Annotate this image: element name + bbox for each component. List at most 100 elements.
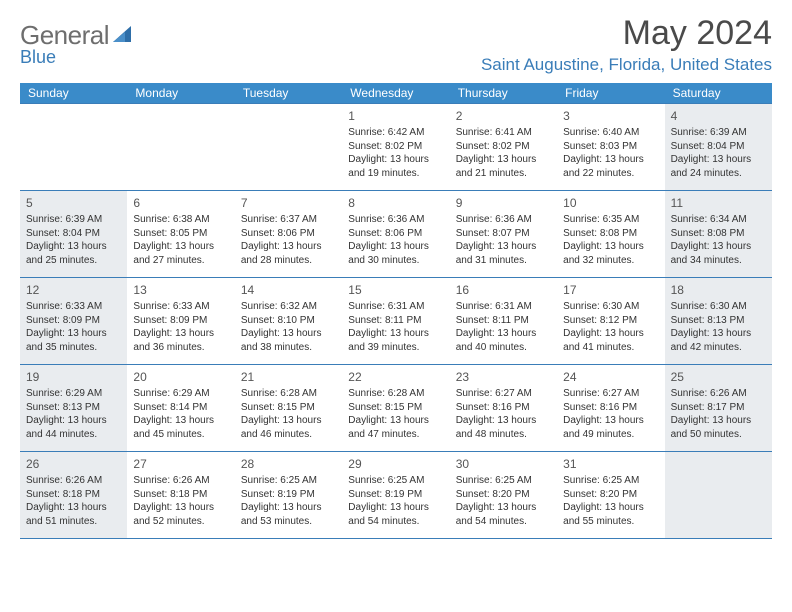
day-cell: 26Sunrise: 6:26 AMSunset: 8:18 PMDayligh…: [20, 452, 127, 538]
location-label: Saint Augustine, Florida, United States: [481, 55, 772, 75]
sunset-line: Sunset: 8:06 PM: [241, 227, 336, 241]
sunset-line: Sunset: 8:20 PM: [456, 488, 551, 502]
day-cell: [235, 104, 342, 190]
sunset-line: Sunset: 8:19 PM: [241, 488, 336, 502]
day-number: 17: [563, 282, 658, 298]
daylight-line: Daylight: 13 hours and 42 minutes.: [671, 327, 766, 354]
daylight-line: Daylight: 13 hours and 31 minutes.: [456, 240, 551, 267]
day-cell: 11Sunrise: 6:34 AMSunset: 8:08 PMDayligh…: [665, 191, 772, 277]
day-number: 9: [456, 195, 551, 211]
day-cell: 19 Sunrise: 6:29 AMSunset: 8:13 PMDayligh…: [20, 365, 127, 451]
daylight-line: Daylight: 13 hours and 52 minutes.: [133, 501, 228, 528]
sunset-line: Sunset: 8:20 PM: [563, 488, 658, 502]
sunrise-line: Sunrise: 6:31 AM: [456, 300, 551, 314]
week-row: 5Sunrise: 6:39 AMSunset: 8:04 PMDaylight…: [20, 191, 772, 278]
day-number: 8: [348, 195, 443, 211]
sunrise-line: Sunrise: 6:34 AM: [671, 213, 766, 227]
day-number: 25: [671, 369, 766, 385]
day-number: 24: [563, 369, 658, 385]
sunset-line: Sunset: 8:05 PM: [133, 227, 228, 241]
day-number: 27: [133, 456, 228, 472]
day-cell: 22Sunrise: 6:28 AMSunset: 8:15 PMDayligh…: [342, 365, 449, 451]
day-number: 16: [456, 282, 551, 298]
day-number: 5: [26, 195, 121, 211]
sunrise-line: Sunrise: 6:26 AM: [671, 387, 766, 401]
day-number: 14: [241, 282, 336, 298]
day-cell: 13Sunrise: 6:33 AMSunset: 8:09 PMDayligh…: [127, 278, 234, 364]
day-number: 12: [26, 282, 121, 298]
day-cell: 29Sunrise: 6:25 AMSunset: 8:19 PMDayligh…: [342, 452, 449, 538]
sunrise-line: Sunrise: 6:33 AM: [133, 300, 228, 314]
week-row: 1Sunrise: 6:42 AMSunset: 8:02 PMDaylight…: [20, 104, 772, 191]
month-title: May 2024: [481, 14, 772, 53]
sunrise-line: Sunrise: 6:25 AM: [348, 474, 443, 488]
sunrise-line: Sunrise: 6:29 AM: [26, 387, 121, 401]
daylight-line: Daylight: 13 hours and 51 minutes.: [26, 501, 121, 528]
sunrise-line: Sunrise: 6:39 AM: [26, 213, 121, 227]
day-cell: 9Sunrise: 6:36 AMSunset: 8:07 PMDaylight…: [450, 191, 557, 277]
sunset-line: Sunset: 8:08 PM: [563, 227, 658, 241]
daylight-line: Daylight: 13 hours and 47 minutes.: [348, 414, 443, 441]
sunset-line: Sunset: 8:09 PM: [133, 314, 228, 328]
day-number: 23: [456, 369, 551, 385]
sunset-line: Sunset: 8:09 PM: [26, 314, 121, 328]
daylight-line: Daylight: 13 hours and 21 minutes.: [456, 153, 551, 180]
sunset-line: Sunset: 8:10 PM: [241, 314, 336, 328]
daylight-line: Daylight: 13 hours and 27 minutes.: [133, 240, 228, 267]
day-cell: 8Sunrise: 6:36 AMSunset: 8:06 PMDaylight…: [342, 191, 449, 277]
sunrise-line: Sunrise: 6:38 AM: [133, 213, 228, 227]
day-cell: 16Sunrise: 6:31 AMSunset: 8:11 PMDayligh…: [450, 278, 557, 364]
day-number: 30: [456, 456, 551, 472]
sunrise-line: Sunrise: 6:39 AM: [671, 126, 766, 140]
sunrise-line: Sunrise: 6:26 AM: [133, 474, 228, 488]
day-header: Friday: [557, 83, 664, 104]
day-header: Monday: [127, 83, 234, 104]
day-header: Wednesday: [342, 83, 449, 104]
day-cell: 18Sunrise: 6:30 AMSunset: 8:13 PMDayligh…: [665, 278, 772, 364]
day-cell: 4Sunrise: 6:39 AMSunset: 8:04 PMDaylight…: [665, 104, 772, 190]
day-cell: 31Sunrise: 6:25 AMSunset: 8:20 PMDayligh…: [557, 452, 664, 538]
day-number: 19: [26, 369, 121, 385]
sunrise-line: Sunrise: 6:29 AM: [133, 387, 228, 401]
sunrise-line: Sunrise: 6:41 AM: [456, 126, 551, 140]
week-row: 12Sunrise: 6:33 AMSunset: 8:09 PMDayligh…: [20, 278, 772, 365]
header: General Blue May 2024 Saint Augustine, F…: [20, 14, 772, 75]
day-cell: 15Sunrise: 6:31 AMSunset: 8:11 PMDayligh…: [342, 278, 449, 364]
daylight-line: Daylight: 13 hours and 30 minutes.: [348, 240, 443, 267]
daylight-line: Daylight: 13 hours and 44 minutes.: [26, 414, 121, 441]
sunset-line: Sunset: 8:18 PM: [26, 488, 121, 502]
sunset-line: Sunset: 8:07 PM: [456, 227, 551, 241]
day-number: 15: [348, 282, 443, 298]
day-cell: 6Sunrise: 6:38 AMSunset: 8:05 PMDaylight…: [127, 191, 234, 277]
day-cell: [20, 104, 127, 190]
logo: General Blue: [20, 14, 135, 68]
sunset-line: Sunset: 8:16 PM: [563, 401, 658, 415]
day-cell: 2Sunrise: 6:41 AMSunset: 8:02 PMDaylight…: [450, 104, 557, 190]
daylight-line: Daylight: 13 hours and 40 minutes.: [456, 327, 551, 354]
day-number: 22: [348, 369, 443, 385]
sunrise-line: Sunrise: 6:35 AM: [563, 213, 658, 227]
day-number: 2: [456, 108, 551, 124]
sunset-line: Sunset: 8:13 PM: [26, 401, 121, 415]
day-cell: 20Sunrise: 6:29 AMSunset: 8:14 PMDayligh…: [127, 365, 234, 451]
day-number: 31: [563, 456, 658, 472]
sunrise-line: Sunrise: 6:27 AM: [563, 387, 658, 401]
weeks-container: 1Sunrise: 6:42 AMSunset: 8:02 PMDaylight…: [20, 104, 772, 539]
day-headers-row: SundayMondayTuesdayWednesdayThursdayFrid…: [20, 83, 772, 104]
day-number: 1: [348, 108, 443, 124]
day-number: 3: [563, 108, 658, 124]
day-number: 28: [241, 456, 336, 472]
day-header: Saturday: [665, 83, 772, 104]
day-cell: 21Sunrise: 6:28 AMSunset: 8:15 PMDayligh…: [235, 365, 342, 451]
daylight-line: Daylight: 13 hours and 28 minutes.: [241, 240, 336, 267]
sunrise-line: Sunrise: 6:28 AM: [241, 387, 336, 401]
sunset-line: Sunset: 8:15 PM: [348, 401, 443, 415]
sunset-line: Sunset: 8:16 PM: [456, 401, 551, 415]
day-number: 29: [348, 456, 443, 472]
sunset-line: Sunset: 8:04 PM: [671, 140, 766, 154]
day-cell: 27Sunrise: 6:26 AMSunset: 8:18 PMDayligh…: [127, 452, 234, 538]
sunset-line: Sunset: 8:04 PM: [26, 227, 121, 241]
daylight-line: Daylight: 13 hours and 25 minutes.: [26, 240, 121, 267]
daylight-line: Daylight: 13 hours and 49 minutes.: [563, 414, 658, 441]
sunset-line: Sunset: 8:15 PM: [241, 401, 336, 415]
